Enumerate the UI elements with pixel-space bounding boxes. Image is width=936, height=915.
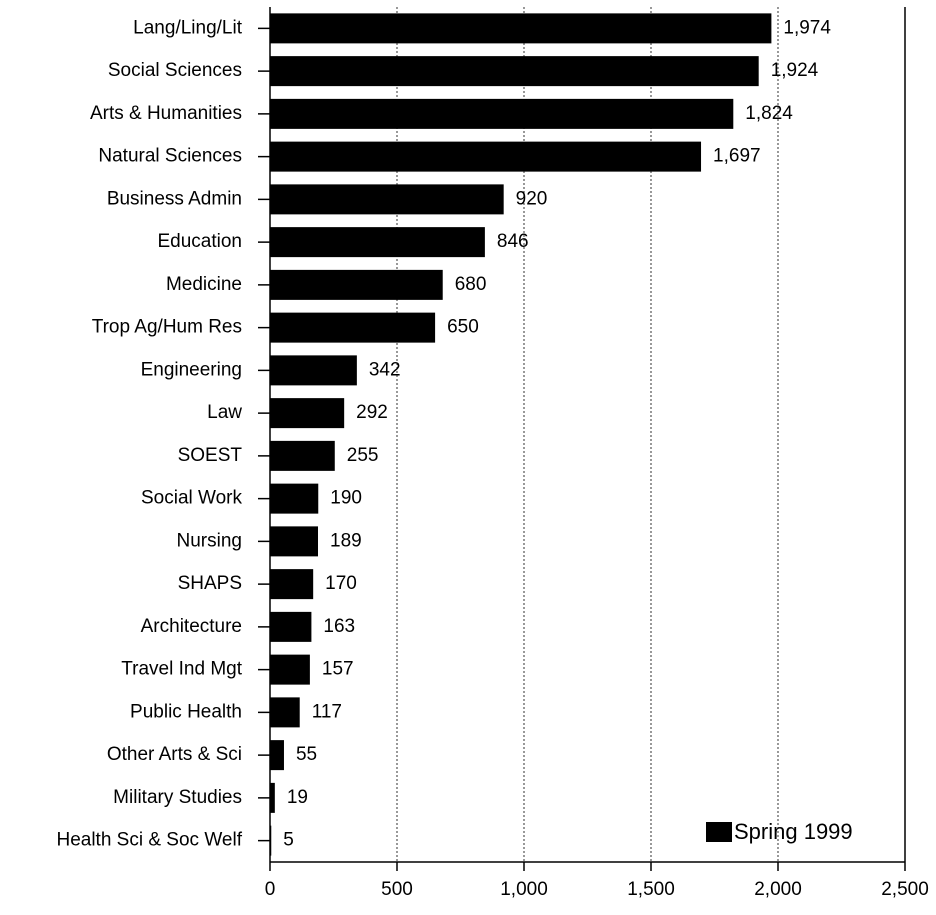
bar [270, 56, 759, 87]
x-tick-label: 2,000 [754, 879, 802, 900]
bar [270, 98, 734, 129]
bar [270, 526, 319, 557]
value-label: 190 [330, 488, 362, 509]
value-label: 117 [312, 701, 342, 722]
bar [270, 355, 357, 386]
y-tick-label: Architecture [141, 616, 242, 637]
value-label: 342 [369, 359, 401, 380]
bar [270, 13, 772, 44]
bar [270, 141, 702, 172]
value-label: 5 [283, 830, 294, 851]
bar [270, 483, 319, 514]
x-tick-label: 2,500 [881, 879, 929, 900]
y-tick-label: SHAPS [178, 573, 242, 594]
bar [270, 569, 314, 600]
value-label: 163 [323, 616, 355, 637]
y-tick-label: Travel Ind Mgt [121, 659, 242, 680]
y-tick-label: Public Health [130, 701, 242, 722]
x-tick-label: 500 [381, 879, 413, 900]
bar [270, 269, 443, 300]
bar [270, 740, 284, 771]
y-tick-label: Natural Sciences [98, 146, 242, 167]
y-tick-label: Education [157, 231, 242, 252]
bar [270, 782, 275, 813]
bar [270, 227, 485, 258]
y-tick-label: Lang/Ling/Lit [133, 17, 243, 38]
value-label: 55 [296, 744, 317, 765]
y-tick-label: Law [207, 402, 242, 423]
y-tick-label: Nursing [177, 530, 242, 551]
bar [270, 611, 312, 642]
y-tick-label: Trop Ag/Hum Res [92, 317, 242, 338]
bar [270, 398, 345, 429]
value-label: 680 [455, 274, 487, 295]
value-label: 1,924 [771, 60, 819, 81]
y-tick-label: Business Admin [107, 188, 242, 209]
value-label: 189 [330, 530, 362, 551]
x-tick-label: 0 [265, 879, 276, 900]
y-tick-label: Medicine [166, 274, 242, 295]
value-label: 292 [356, 402, 388, 423]
value-label: 19 [287, 787, 308, 808]
x-tick-label: 1,000 [500, 879, 548, 900]
value-label: 255 [347, 445, 379, 466]
value-label: 1,697 [713, 146, 761, 167]
value-label: 846 [497, 231, 529, 252]
y-tick-label: Social Sciences [108, 60, 242, 81]
bar [270, 697, 300, 728]
value-label: 920 [516, 188, 548, 209]
y-tick-label: Social Work [141, 488, 243, 509]
y-tick-label: Engineering [141, 359, 242, 380]
legend-swatch [706, 822, 732, 842]
y-tick-label: Military Studies [113, 787, 242, 808]
y-tick-label: Other Arts & Sci [107, 744, 242, 765]
y-tick-label: Arts & Humanities [90, 103, 242, 124]
legend-label: Spring 1999 [734, 819, 853, 844]
bar [270, 184, 504, 215]
bar [270, 440, 335, 471]
bar [270, 654, 310, 685]
y-tick-label: Health Sci & Soc Welf [56, 830, 242, 851]
y-tick-label: SOEST [178, 445, 243, 466]
value-label: 650 [447, 317, 479, 338]
value-label: 157 [322, 659, 354, 680]
bar [270, 312, 436, 343]
value-label: 170 [325, 573, 357, 594]
value-label: 1,824 [745, 103, 793, 124]
x-tick-label: 1,500 [627, 879, 675, 900]
value-label: 1,974 [783, 17, 831, 38]
